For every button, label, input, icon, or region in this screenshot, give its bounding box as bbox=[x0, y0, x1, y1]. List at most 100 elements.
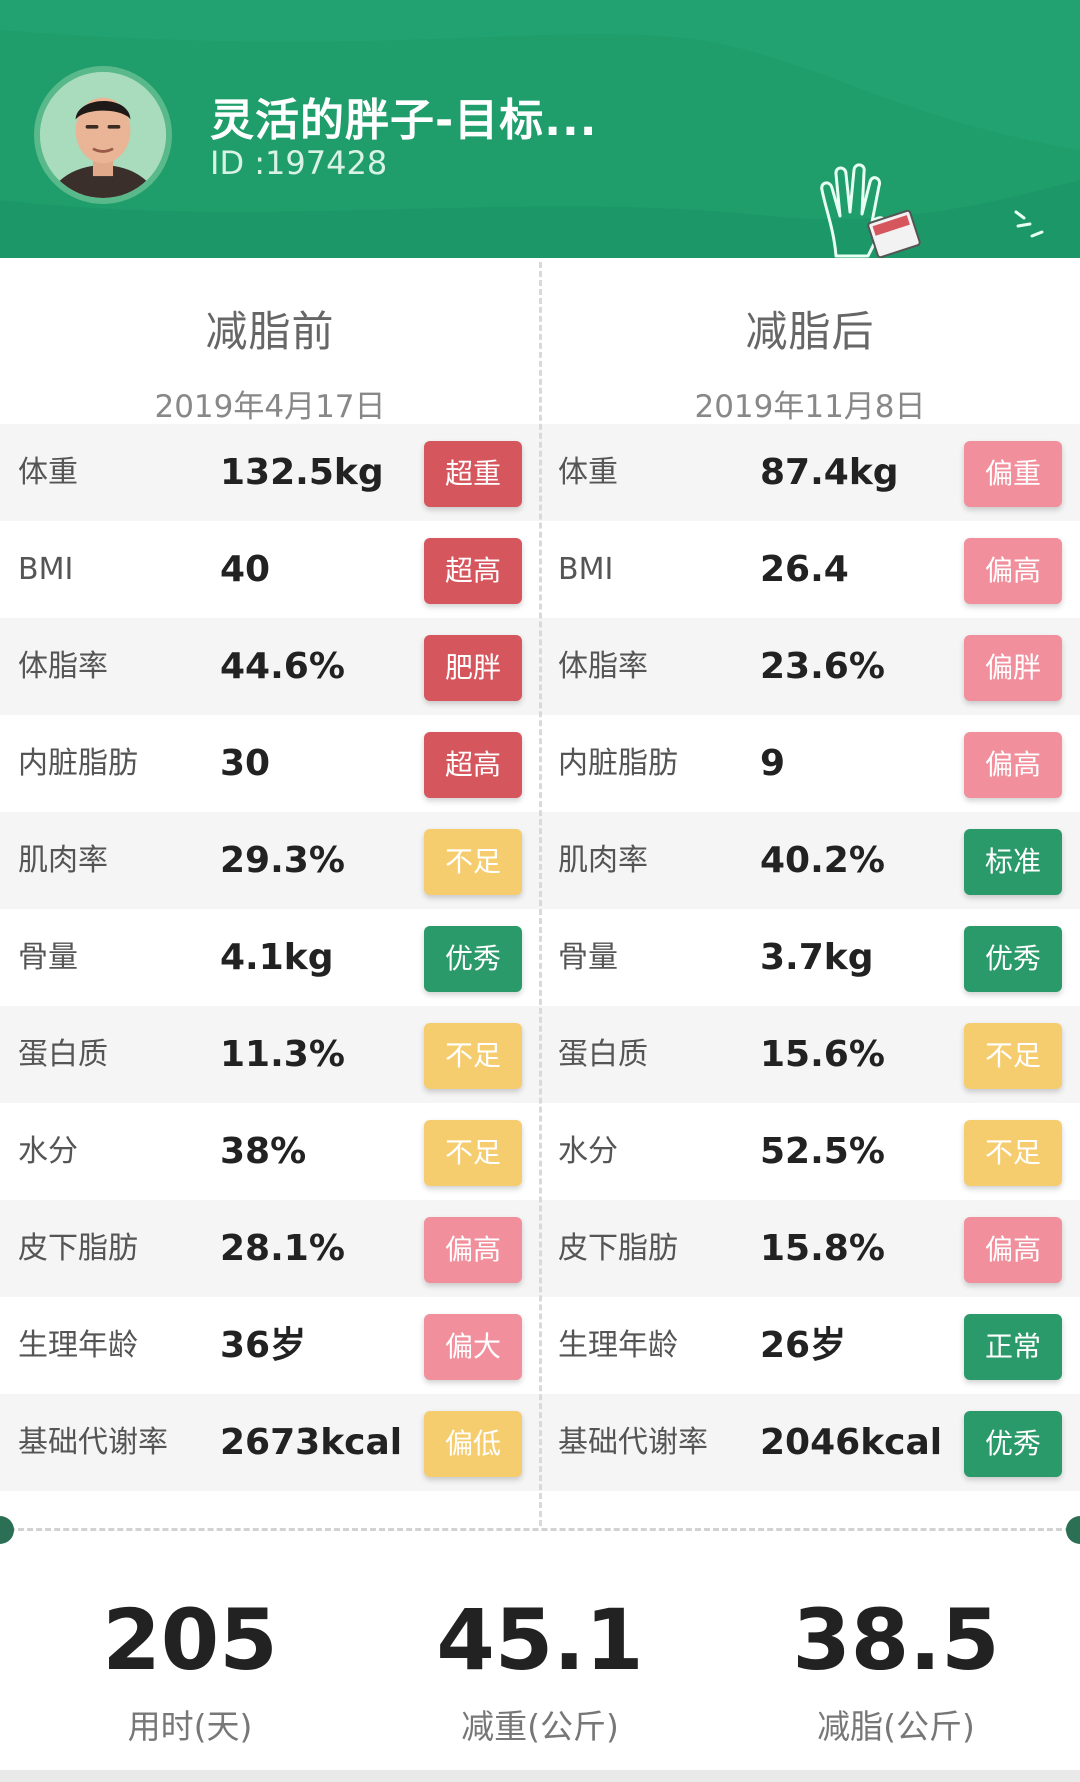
avatar-portrait-icon bbox=[40, 72, 166, 198]
stat-caption: 减脂(公斤) bbox=[817, 1707, 975, 1746]
metric-label: 体重 bbox=[558, 455, 618, 490]
status-badge: 偏高 bbox=[964, 732, 1062, 798]
avatar[interactable] bbox=[34, 66, 172, 204]
summary-stat-days: 205 用时(天) bbox=[40, 1598, 340, 1748]
metric-label: 肌肉率 bbox=[18, 843, 108, 878]
metric-row: 体脂率 23.6% 偏胖 bbox=[540, 618, 1080, 715]
username: 灵活的胖子-目标... bbox=[210, 95, 598, 146]
metric-value: 9 bbox=[760, 743, 786, 784]
metric-label: 水分 bbox=[558, 1134, 618, 1169]
left-notch bbox=[0, 1516, 14, 1544]
metric-row: 内脏脂肪 9 偏高 bbox=[540, 715, 1080, 812]
metric-row: 肌肉率 40.2% 标准 bbox=[540, 812, 1080, 909]
status-badge: 超高 bbox=[424, 538, 522, 604]
status-badge: 不足 bbox=[964, 1023, 1062, 1089]
metric-label: 蛋白质 bbox=[18, 1037, 108, 1072]
stat-number: 38.5 bbox=[792, 1591, 1000, 1689]
metric-label: 体脂率 bbox=[558, 649, 648, 684]
metric-value: 44.6% bbox=[220, 646, 345, 687]
status-badge: 超高 bbox=[424, 732, 522, 798]
metric-value: 3.7kg bbox=[760, 937, 874, 978]
stat-number: 45.1 bbox=[436, 1591, 644, 1689]
metric-row: 水分 38% 不足 bbox=[0, 1103, 540, 1200]
metric-value: 132.5kg bbox=[220, 452, 384, 493]
metric-label: 生理年龄 bbox=[18, 1328, 138, 1363]
status-badge: 标准 bbox=[964, 829, 1062, 895]
before-metrics-list: 体重 132.5kg 超重 BMI 40 超高 体脂率 44.6% 肥胖 内脏脂肪 30 超高 肌肉率 2… bbox=[0, 424, 540, 1491]
metric-value: 40 bbox=[220, 549, 271, 590]
metric-label: 骨量 bbox=[18, 940, 78, 975]
before-title: 减脂前 bbox=[205, 307, 335, 356]
after-title: 减脂后 bbox=[745, 307, 875, 356]
metric-row: 水分 52.5% 不足 bbox=[540, 1103, 1080, 1200]
status-badge: 偏低 bbox=[424, 1411, 522, 1477]
right-notch bbox=[1066, 1516, 1080, 1544]
metric-row: 基础代谢率 2046kcal 优秀 bbox=[540, 1394, 1080, 1491]
summary-stat-fat-loss: 38.5 减脂(公斤) bbox=[746, 1598, 1046, 1748]
metric-value: 28.1% bbox=[220, 1228, 345, 1269]
metric-label: 基础代谢率 bbox=[558, 1425, 708, 1460]
metric-row: 骨量 4.1kg 优秀 bbox=[0, 909, 540, 1006]
summary-separator bbox=[0, 1528, 1080, 1531]
metric-value: 2673kcal bbox=[220, 1422, 403, 1463]
metric-value: 40.2% bbox=[760, 840, 885, 881]
metric-row: 蛋白质 11.3% 不足 bbox=[0, 1006, 540, 1103]
metric-label: 基础代谢率 bbox=[18, 1425, 168, 1460]
before-column-header: 减脂前 2019年4月17日 bbox=[0, 298, 540, 426]
metric-value: 30 bbox=[220, 743, 271, 784]
summary-stat-weight-loss: 45.1 减重(公斤) bbox=[390, 1598, 690, 1748]
status-badge: 偏高 bbox=[964, 1217, 1062, 1283]
metric-label: 体重 bbox=[18, 455, 78, 490]
status-badge: 不足 bbox=[964, 1120, 1062, 1186]
status-badge: 优秀 bbox=[964, 1411, 1062, 1477]
metric-value: 11.3% bbox=[220, 1034, 345, 1075]
metric-label: 肌肉率 bbox=[558, 843, 648, 878]
metric-value: 15.6% bbox=[760, 1034, 885, 1075]
metric-row: 皮下脂肪 28.1% 偏高 bbox=[0, 1200, 540, 1297]
status-badge: 肥胖 bbox=[424, 635, 522, 701]
status-badge: 超重 bbox=[424, 441, 522, 507]
stat-number: 205 bbox=[102, 1591, 278, 1689]
metric-row: 蛋白质 15.6% 不足 bbox=[540, 1006, 1080, 1103]
column-divider bbox=[539, 262, 542, 1526]
after-column-header: 减脂后 2019年11月8日 bbox=[540, 298, 1080, 426]
metric-row: 体重 87.4kg 偏重 bbox=[540, 424, 1080, 521]
before-date: 2019年4月17日 bbox=[154, 389, 386, 425]
metric-value: 4.1kg bbox=[220, 937, 334, 978]
status-badge: 不足 bbox=[424, 1120, 522, 1186]
metric-row: BMI 26.4 偏高 bbox=[540, 521, 1080, 618]
metric-label: 体脂率 bbox=[18, 649, 108, 684]
status-badge: 偏高 bbox=[424, 1217, 522, 1283]
status-badge: 优秀 bbox=[424, 926, 522, 992]
metric-row: 体重 132.5kg 超重 bbox=[0, 424, 540, 521]
user-id: ID :197428 bbox=[210, 144, 388, 182]
status-badge: 不足 bbox=[424, 1023, 522, 1089]
metric-label: 内脏脂肪 bbox=[558, 746, 678, 781]
status-badge: 偏大 bbox=[424, 1314, 522, 1380]
metric-row: 基础代谢率 2673kcal 偏低 bbox=[0, 1394, 540, 1491]
metric-value: 52.5% bbox=[760, 1131, 885, 1172]
metric-value: 23.6% bbox=[760, 646, 885, 687]
metric-label: 皮下脂肪 bbox=[558, 1231, 678, 1266]
metric-row: 生理年龄 36岁 偏大 bbox=[0, 1297, 540, 1394]
after-date: 2019年11月8日 bbox=[694, 389, 926, 425]
header-wave-background bbox=[0, 0, 1080, 258]
metric-value: 2046kcal bbox=[760, 1422, 943, 1463]
metric-row: 皮下脂肪 15.8% 偏高 bbox=[540, 1200, 1080, 1297]
metric-row: 生理年龄 26岁 正常 bbox=[540, 1297, 1080, 1394]
metric-label: 内脏脂肪 bbox=[18, 746, 138, 781]
metric-value: 36岁 bbox=[220, 1325, 307, 1366]
metric-row: BMI 40 超高 bbox=[0, 521, 540, 618]
metric-value: 26.4 bbox=[760, 549, 849, 590]
status-badge: 偏胖 bbox=[964, 635, 1062, 701]
status-badge: 偏高 bbox=[964, 538, 1062, 604]
status-badge: 偏重 bbox=[964, 441, 1062, 507]
metric-value: 29.3% bbox=[220, 840, 345, 881]
profile-header: 灵活的胖子-目标... ID :197428 bbox=[0, 0, 1080, 258]
metric-label: 骨量 bbox=[558, 940, 618, 975]
hand-illustration-icon bbox=[820, 163, 921, 258]
metric-row: 内脏脂肪 30 超高 bbox=[0, 715, 540, 812]
status-badge: 不足 bbox=[424, 829, 522, 895]
metric-row: 体脂率 44.6% 肥胖 bbox=[0, 618, 540, 715]
metric-value: 15.8% bbox=[760, 1228, 885, 1269]
